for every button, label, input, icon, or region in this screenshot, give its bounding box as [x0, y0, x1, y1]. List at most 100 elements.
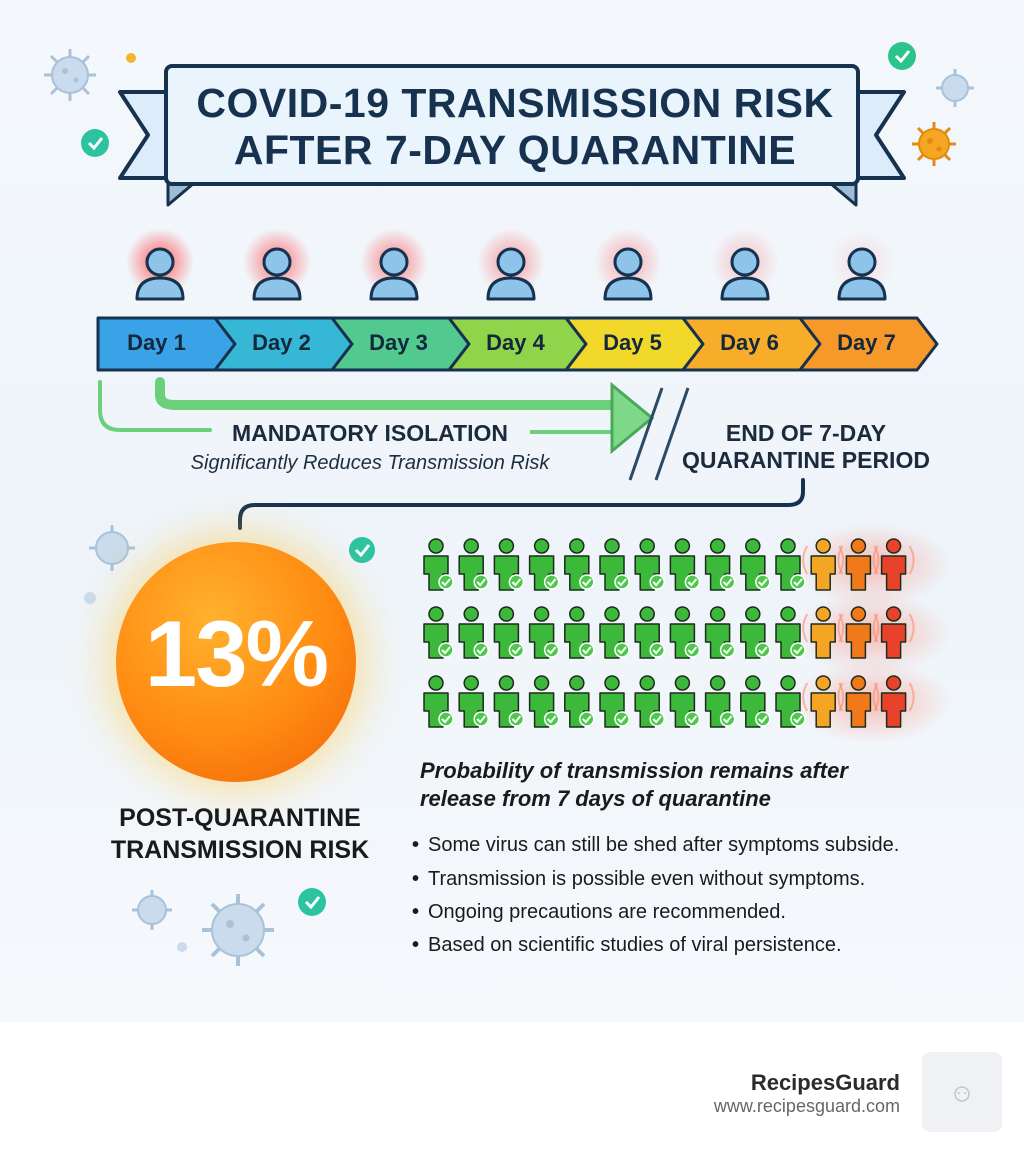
checkmark-badge-icon	[349, 537, 375, 563]
checkmark-badge-icon	[755, 574, 771, 590]
checkmark-badge-icon	[579, 574, 595, 590]
checkmark-badge-icon	[438, 574, 454, 590]
person-safe-icon	[493, 675, 525, 728]
person-at-risk-icon	[837, 675, 880, 728]
day-label: Day 1	[127, 330, 186, 355]
footer: RecipesGuard www.recipesguard.com	[0, 1022, 1024, 1154]
title-line-1: COVID-19 TRANSMISSION RISK	[196, 80, 834, 126]
checkmark-badge-icon	[790, 711, 806, 727]
person-safe-icon	[493, 606, 525, 659]
risk-value: 13%	[144, 601, 329, 706]
checkmark-badge-icon	[684, 642, 701, 658]
person-icon	[477, 228, 545, 301]
probability-line-2: release from 7 days of quarantine	[420, 786, 771, 811]
title-line-2: AFTER 7-DAY QUARANTINE	[233, 127, 797, 173]
person-at-risk-icon	[837, 538, 880, 591]
checkmark-badge-icon	[543, 642, 560, 658]
day-label: Day 6	[720, 330, 779, 355]
isolation-subtitle: Significantly Reduces Transmission Risk	[190, 452, 550, 474]
person-safe-icon	[669, 675, 701, 728]
day-label: Day 7	[837, 330, 896, 355]
person-safe-icon	[528, 606, 560, 659]
person-safe-icon	[669, 606, 701, 659]
fact-item: • Based on scientific studies of viral pe…	[412, 934, 842, 956]
person-safe-icon	[599, 606, 630, 659]
isolation-arrows	[98, 377, 805, 530]
day-label: Day 5	[603, 330, 662, 355]
risk-circle	[116, 542, 356, 782]
brand-logo	[922, 1052, 1002, 1132]
brand-url[interactable]: www.recipesguard.com	[713, 1096, 900, 1116]
checkmark-badge-icon	[684, 711, 701, 727]
title-banner	[118, 64, 906, 207]
checkmark-badge-icon	[719, 574, 736, 590]
checkmark-badge-icon	[755, 642, 771, 658]
checkmark-badge-icon	[438, 711, 454, 727]
risk-label-line-2: TRANSMISSION RISK	[110, 836, 370, 864]
person-safe-icon	[634, 538, 665, 591]
person-safe-icon	[458, 606, 489, 659]
checkmark-badge-icon	[473, 642, 489, 658]
checkmark-badge-icon	[473, 711, 489, 727]
person-safe-icon	[740, 606, 771, 659]
checkmark-badge-icon	[81, 129, 109, 157]
person-safe-icon	[423, 606, 454, 659]
person-safe-icon	[775, 606, 806, 659]
person-safe-icon	[740, 538, 771, 591]
checkmark-badge-icon	[614, 711, 630, 727]
day-chevron	[798, 316, 939, 372]
person-icon	[711, 228, 779, 301]
checkmark-badge-icon	[755, 711, 771, 727]
risk-label-line-1: POST-QUARANTINE	[119, 804, 361, 832]
end-period-line-1: END OF 7-DAY	[725, 420, 887, 446]
checkmark-badge-icon	[508, 642, 525, 658]
virus-icon	[89, 525, 135, 571]
dot-icon	[177, 942, 187, 952]
checkmark-badge-icon	[888, 42, 916, 70]
checkmark-badge-icon	[790, 642, 806, 658]
day-label: Day 4	[486, 330, 545, 355]
isolation-title: MANDATORY ISOLATION	[232, 420, 508, 446]
logo-icon	[954, 1086, 970, 1102]
checkmark-badge-icon	[543, 574, 560, 590]
day-label: Day 3	[369, 330, 428, 355]
person-safe-icon	[493, 538, 525, 591]
person-safe-icon	[564, 675, 595, 728]
person-at-risk-icon	[802, 538, 845, 591]
person-at-risk-icon	[872, 675, 915, 728]
dot-icon	[126, 53, 136, 63]
checkmark-badge-icon	[579, 642, 595, 658]
person-icon	[594, 228, 662, 301]
person-safe-icon	[634, 606, 665, 659]
person-safe-icon	[599, 675, 630, 728]
person-safe-icon	[704, 606, 736, 659]
checkmark-badge-icon	[649, 574, 665, 590]
checkmark-badge-icon	[649, 642, 665, 658]
person-safe-icon	[775, 538, 806, 591]
person-safe-icon	[669, 538, 701, 591]
brand-name[interactable]: RecipesGuard	[750, 1070, 900, 1095]
checkmark-badge-icon	[719, 711, 736, 727]
person-at-risk-icon	[872, 538, 915, 591]
day-label: Day 2	[252, 330, 311, 355]
checkmark-badge-icon	[508, 574, 525, 590]
checkmark-badge-icon	[543, 711, 560, 727]
day-people	[126, 228, 896, 301]
person-safe-icon	[564, 538, 595, 591]
checkmark-badge-icon	[298, 888, 326, 916]
person-safe-icon	[634, 675, 665, 728]
checkmark-badge-icon	[579, 711, 595, 727]
person-icon	[126, 228, 194, 301]
timeline	[96, 316, 939, 372]
decorations	[44, 42, 974, 966]
person-safe-icon	[528, 538, 560, 591]
fact-item: • Ongoing precautions are recommended.	[412, 901, 786, 923]
virus-icon	[936, 69, 974, 107]
person-safe-icon	[423, 675, 454, 728]
probability-line-1: Probability of transmission remains afte…	[420, 758, 848, 783]
fact-item: • Transmission is possible even without s…	[412, 868, 866, 890]
dot-icon	[84, 592, 96, 604]
infographic: COVID-19 TRANSMISSION RISK AFTER 7-DAY Q…	[0, 0, 1024, 1022]
virus-icon	[202, 894, 274, 966]
people-grid	[423, 523, 952, 744]
